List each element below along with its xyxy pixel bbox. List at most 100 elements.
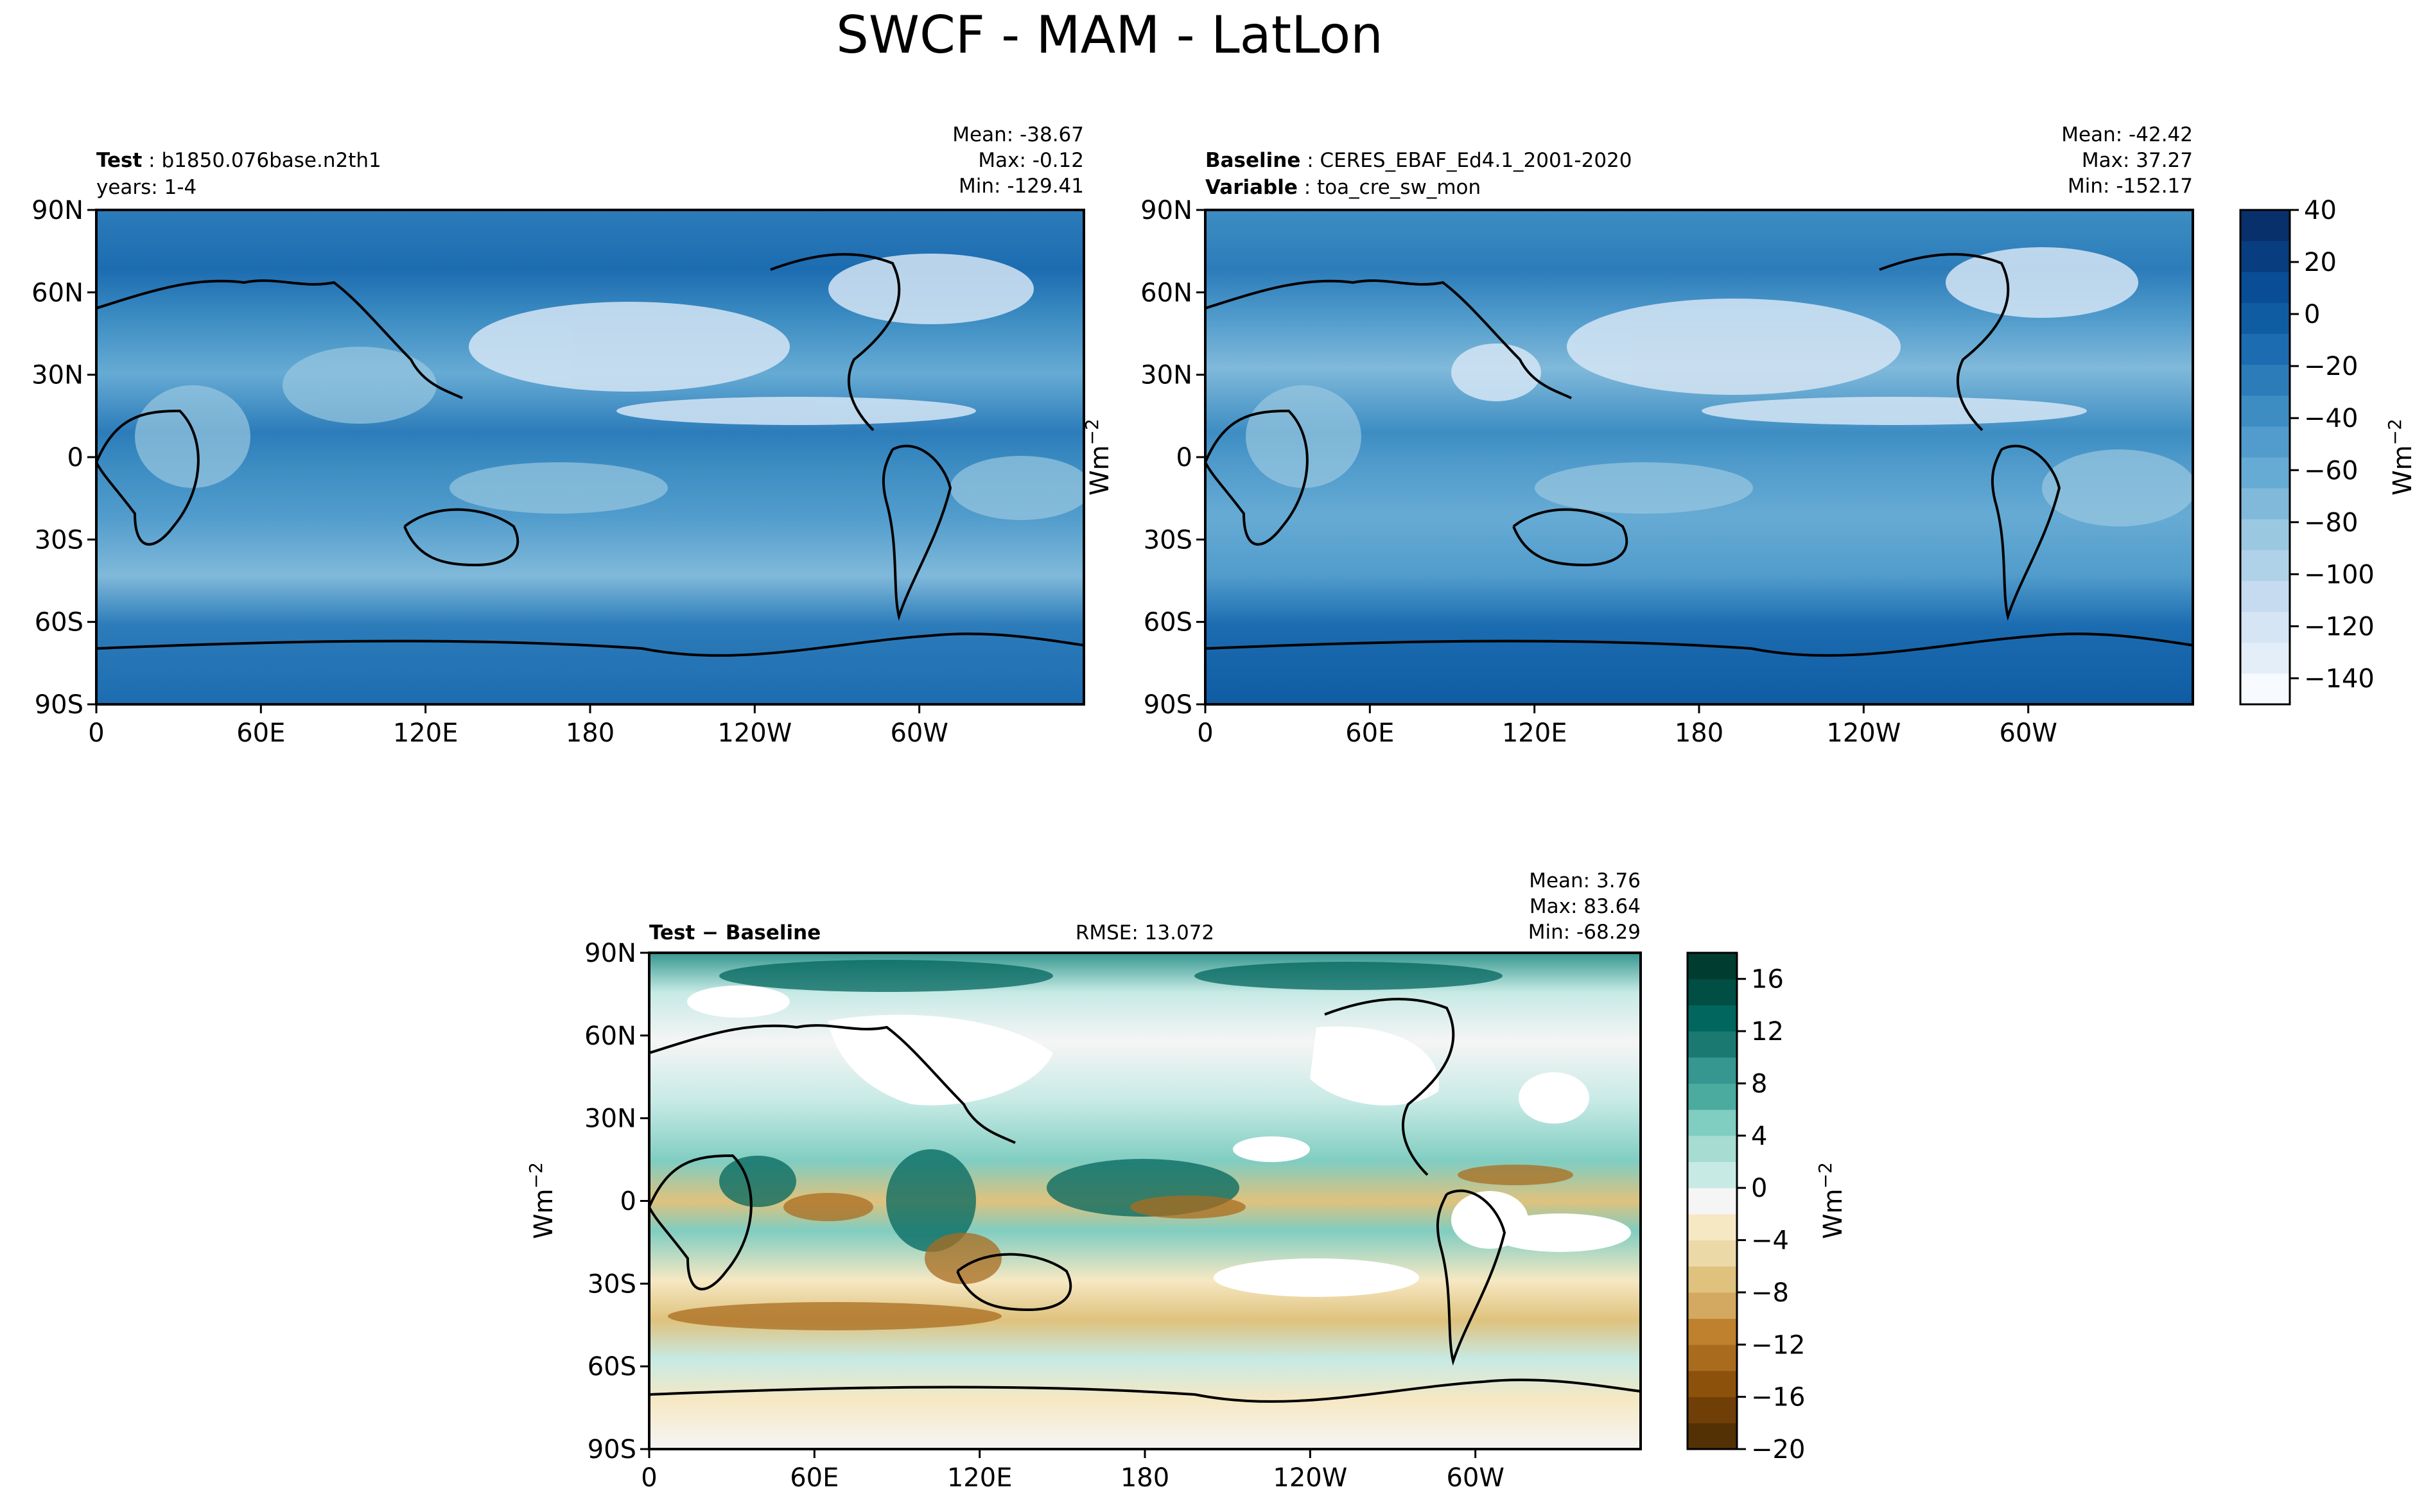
colorbar-tick-label: 20 bbox=[2304, 248, 2337, 277]
y-tick-label: 30S bbox=[1144, 525, 1192, 555]
x-tick-label: 60E bbox=[1345, 718, 1394, 748]
colorbar-swatch bbox=[1687, 1031, 1737, 1058]
colorbar-swatch bbox=[2240, 333, 2290, 365]
colorbar-tick-label: −60 bbox=[2304, 456, 2358, 485]
test-header-value: b1850.076base.n2th1 bbox=[161, 149, 381, 172]
y-tick-label: 30N bbox=[31, 361, 83, 390]
colorbar-swatch bbox=[2240, 302, 2290, 334]
y-tick-label: 0 bbox=[67, 443, 83, 473]
figure-title: SWCF - MAM - LatLon bbox=[836, 5, 1383, 65]
test-field bbox=[96, 210, 1084, 704]
test-header: Test : b1850.076base.n2th1 bbox=[96, 149, 381, 172]
colorbar-swatch bbox=[1687, 953, 1737, 980]
y-tick-label: 30N bbox=[584, 1104, 636, 1134]
x-tick-label: 0 bbox=[641, 1463, 657, 1493]
colorbar-swatch bbox=[2240, 395, 2290, 427]
colorbar-swatch bbox=[2240, 210, 2290, 241]
colorbar-swatch bbox=[2240, 611, 2290, 643]
baseline-variable-label: Variable bbox=[1205, 176, 1298, 199]
x-tick-label: 60W bbox=[890, 718, 948, 748]
colorbar-tick-label: −16 bbox=[1751, 1383, 1805, 1412]
y-tick-label: 60S bbox=[588, 1352, 636, 1382]
test-mean: Mean: -38.67 bbox=[952, 123, 1084, 146]
x-tick-label: 180 bbox=[566, 718, 615, 748]
difference-colorbar-label: Wm−2 bbox=[1815, 1162, 1848, 1239]
colorbar-swatch bbox=[1687, 1135, 1737, 1162]
y-tick-label: 0 bbox=[1176, 443, 1192, 473]
colorbar-swatch bbox=[2240, 519, 2290, 550]
test-x-axis: 0 60E 120E 180 120W 60W bbox=[88, 704, 948, 748]
x-tick-label: 60E bbox=[790, 1463, 839, 1493]
y-tick-label: 90N bbox=[31, 196, 83, 225]
x-tick-label: 60E bbox=[236, 718, 285, 748]
colorbar-swatch bbox=[1687, 1213, 1737, 1241]
difference-coastlines bbox=[649, 998, 1641, 1403]
colorbar-swatch bbox=[2240, 272, 2290, 303]
y-tick-label: 60N bbox=[1140, 278, 1192, 308]
colorbar-tick-label: 40 bbox=[2304, 196, 2337, 225]
y-tick-label: 60N bbox=[584, 1021, 636, 1051]
x-tick-label: 120E bbox=[393, 718, 458, 748]
baseline-header-value: CERES_EBAF_Ed4.1_2001-2020 bbox=[1320, 149, 1632, 172]
baseline-header-label: Baseline bbox=[1205, 149, 1300, 172]
baseline-field bbox=[1205, 210, 2193, 704]
y-tick-label: 90S bbox=[1144, 690, 1192, 720]
colorbar-tick-label: −140 bbox=[2304, 664, 2375, 693]
x-tick-label: 60W bbox=[1446, 1463, 1504, 1493]
colorbar-tick-label: −4 bbox=[1751, 1226, 1789, 1256]
difference-field bbox=[649, 953, 1641, 1449]
colorbar-tick-label: −20 bbox=[2304, 352, 2358, 381]
colorbar-tick-label: −40 bbox=[2304, 404, 2358, 433]
colorbar-swatch bbox=[1687, 1083, 1737, 1110]
colorbar-tick-label: 16 bbox=[1751, 965, 1784, 995]
baseline-panel: Baseline : CERES_EBAF_Ed4.1_2001-2020 Va… bbox=[1081, 123, 2194, 748]
baseline-variable-value: toa_cre_sw_mon bbox=[1317, 176, 1481, 199]
main-colorbar: 40 20 0 −20 −40 −60 −80 −100 −120 −140 bbox=[2239, 196, 2375, 706]
colorbar-swatch bbox=[2240, 580, 2290, 613]
colorbar-swatch bbox=[2240, 426, 2290, 458]
y-tick-label: 30N bbox=[1140, 361, 1192, 390]
baseline-mean: Mean: -42.42 bbox=[2061, 123, 2193, 146]
test-coastlines bbox=[96, 253, 1084, 657]
colorbar-swatch bbox=[2240, 642, 2290, 674]
test-panel: Test : b1850.076base.n2th1 years: 1-4 Me… bbox=[31, 123, 1085, 748]
y-tick-label: 30S bbox=[588, 1269, 636, 1299]
colorbar-swatch bbox=[1687, 1344, 1737, 1371]
x-tick-label: 120W bbox=[1273, 1463, 1347, 1493]
colorbar-tick-label: −8 bbox=[1751, 1278, 1789, 1308]
colorbar-tick-label: 8 bbox=[1751, 1069, 1767, 1099]
colorbar-swatch bbox=[1687, 1396, 1737, 1423]
colorbar-swatch bbox=[1687, 1057, 1737, 1084]
colorbar-tick-label: −100 bbox=[2304, 560, 2375, 589]
colorbar-swatch bbox=[1687, 1005, 1737, 1032]
y-tick-label: 90S bbox=[588, 1435, 636, 1464]
test-min: Min: -129.41 bbox=[959, 175, 1084, 198]
x-tick-label: 60W bbox=[1999, 718, 2057, 748]
difference-mean: Mean: 3.76 bbox=[1529, 869, 1641, 892]
y-tick-label: 60N bbox=[31, 278, 83, 308]
colorbar-tick-label: 0 bbox=[1751, 1174, 1767, 1203]
colorbar-tick-label: 4 bbox=[1751, 1122, 1767, 1151]
colorbar-swatch bbox=[2240, 364, 2290, 396]
y-tick-label: 30S bbox=[35, 525, 83, 555]
colorbar-tick-label: −80 bbox=[2304, 508, 2358, 537]
baseline-header: Baseline : CERES_EBAF_Ed4.1_2001-2020 bbox=[1205, 149, 1632, 172]
x-tick-label: 0 bbox=[88, 718, 104, 748]
colorbar-swatch bbox=[1687, 1423, 1737, 1450]
y-tick-label: 90N bbox=[584, 939, 636, 968]
main-colorbar-label: Wm−2 bbox=[2384, 419, 2418, 496]
colorbar-swatch bbox=[2240, 550, 2290, 581]
y-tick-label: 60S bbox=[1144, 608, 1192, 638]
y-tick-label: 60S bbox=[35, 608, 83, 638]
baseline-min: Min: -152.17 bbox=[2068, 175, 2193, 198]
colorbar-swatch bbox=[1687, 1109, 1737, 1136]
x-tick-label: 120W bbox=[1826, 718, 1901, 748]
difference-x-axis: 0 60E 120E 180 120W 60W bbox=[641, 1449, 1504, 1493]
baseline-y-axis: 90N 60N 30N 0 30S 60S 90S bbox=[1140, 196, 1205, 720]
baseline-units-label: Wm−2 bbox=[1081, 419, 1115, 496]
x-tick-label: 120E bbox=[1502, 718, 1567, 748]
colorbar-tick-label: −20 bbox=[1751, 1435, 1805, 1464]
colorbar-swatch bbox=[1687, 1188, 1737, 1215]
difference-max: Max: 83.64 bbox=[1530, 895, 1641, 918]
